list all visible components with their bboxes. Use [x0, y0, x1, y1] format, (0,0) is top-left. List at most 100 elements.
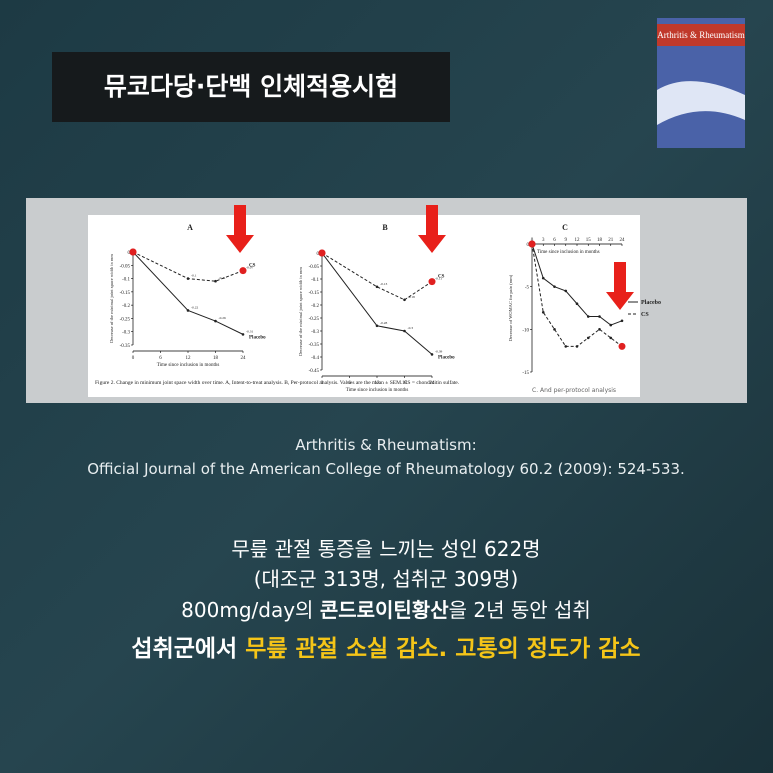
y-tick-label: -0.45	[309, 369, 320, 374]
data-point	[598, 315, 601, 318]
y-tick-label: -0.15	[120, 291, 131, 296]
red-arrow	[606, 262, 634, 310]
data-point	[318, 249, 326, 257]
text-run: 콘드로이틴황산	[320, 598, 449, 622]
figure-caption: Figure 2. Change in minimum joint space …	[95, 379, 460, 386]
series-line	[132, 251, 244, 282]
data-label: -0.26	[219, 316, 227, 320]
citation: Official Journal of the American College…	[87, 460, 685, 478]
data-label: -0.13	[380, 282, 388, 286]
data-point	[241, 333, 245, 336]
data-point	[609, 336, 613, 340]
panel-note: C. And per-protocol analysis	[532, 387, 616, 394]
cover-band	[657, 24, 745, 46]
text-run: 무릎 관절 소실 감소. 고통의 정도가 감소	[245, 636, 640, 662]
x-tick-label: 0	[132, 356, 135, 361]
y-axis-label: Decrease of WOMAC for pain (mm)	[508, 274, 513, 341]
data-point	[553, 285, 556, 288]
figure: A 0 -0.05 -0.1 -0.15 -0.2 -0.25 -0.3 -0.35 0 6 12 18…	[109, 205, 661, 394]
x-tick-label: 18	[597, 238, 603, 243]
y-tick-label: -0.25	[309, 317, 320, 322]
data-label: -0.18	[408, 295, 416, 299]
data-point	[586, 336, 590, 340]
x-tick-label: 6	[348, 381, 351, 386]
data-label: -0.1	[191, 274, 197, 278]
x-tick-label: 12	[375, 381, 381, 386]
y-tick-label: -0.3	[122, 331, 130, 336]
cover-title: Arthritis & Rheumatism	[657, 30, 745, 40]
x-tick-label: 9	[565, 238, 568, 243]
x-tick-label: 18	[402, 381, 408, 386]
legend-label: CS	[249, 264, 256, 269]
legend-label: CS	[438, 275, 445, 280]
x-tick-label: 0	[531, 238, 534, 243]
data-point	[375, 285, 379, 289]
body-line: 무릎 관절 통증을 느끼는 성인 622명	[231, 537, 540, 561]
data-point	[541, 276, 545, 280]
data-point	[564, 345, 568, 348]
x-tick-label: 18	[213, 356, 219, 361]
y-tick-label: -0.05	[120, 264, 131, 269]
data-label: -0.11	[219, 276, 226, 280]
series-line	[321, 252, 433, 355]
y-tick-label: -0.2	[122, 304, 130, 309]
y-axis-label: Decrease of the minimal joint space widt…	[298, 267, 303, 356]
cover-art	[657, 81, 745, 125]
y-tick-label: -0.2	[311, 304, 319, 309]
x-tick-label: 15	[586, 238, 592, 243]
y-tick-label: 0	[128, 251, 131, 256]
data-label: -0.39	[435, 349, 443, 353]
data-label: -0.3	[408, 326, 414, 330]
y-tick-label: -0.1	[311, 278, 319, 283]
x-tick-label: 6	[553, 238, 556, 243]
x-tick-label: 24	[241, 356, 247, 361]
data-point	[430, 353, 434, 356]
data-point	[186, 309, 190, 312]
text-run: 을 2년 동안 섭취	[449, 598, 591, 622]
legend-label: Placebo	[249, 335, 266, 340]
x-tick-label: 0	[321, 381, 324, 386]
data-point	[553, 328, 556, 331]
data-label: -0.31	[246, 329, 254, 333]
data-label: -0.07	[246, 266, 254, 270]
y-tick-label: -5	[525, 286, 530, 291]
data-point	[214, 319, 217, 323]
red-arrow	[418, 205, 446, 253]
x-axis-label: Time since inclusion in months	[157, 363, 220, 368]
data-label: -0.28	[380, 321, 388, 325]
panel-label: C	[562, 223, 568, 232]
x-tick-label: 12	[575, 238, 581, 243]
panel-label: A	[187, 223, 193, 232]
data-point	[186, 277, 190, 280]
y-tick-label: 0	[317, 252, 320, 257]
panel-label: B	[382, 223, 388, 232]
data-point	[586, 315, 590, 318]
badge-box	[52, 52, 450, 122]
legend-label: CS	[641, 312, 649, 318]
data-point	[564, 289, 568, 293]
y-tick-label: -10	[522, 328, 529, 333]
red-arrow	[226, 205, 254, 253]
legend-label: Placebo	[438, 355, 455, 360]
badge-text: 뮤코다당·단백 인체적용시험	[104, 72, 398, 101]
x-axis-label: Time since inclusion in months	[346, 388, 409, 393]
y-tick-label: -0.1	[122, 278, 130, 283]
data-point	[541, 310, 545, 314]
figure-sheet	[88, 215, 640, 397]
legend-label: Placebo	[641, 300, 661, 306]
y-tick-label: -0.35	[120, 344, 131, 349]
data-point	[403, 298, 406, 302]
data-point	[575, 302, 579, 306]
data-point	[618, 342, 626, 350]
y-tick-label: -0.35	[309, 343, 320, 348]
data-point	[403, 329, 406, 333]
data-point	[239, 267, 247, 275]
y-tick-label: -0.15	[309, 291, 320, 296]
series-line	[132, 251, 244, 335]
text-run: 800mg/day의	[181, 598, 320, 622]
y-tick-label: -15	[522, 371, 529, 376]
data-point	[528, 240, 536, 248]
data-point	[428, 278, 436, 286]
data-label: -0.22	[191, 305, 199, 309]
